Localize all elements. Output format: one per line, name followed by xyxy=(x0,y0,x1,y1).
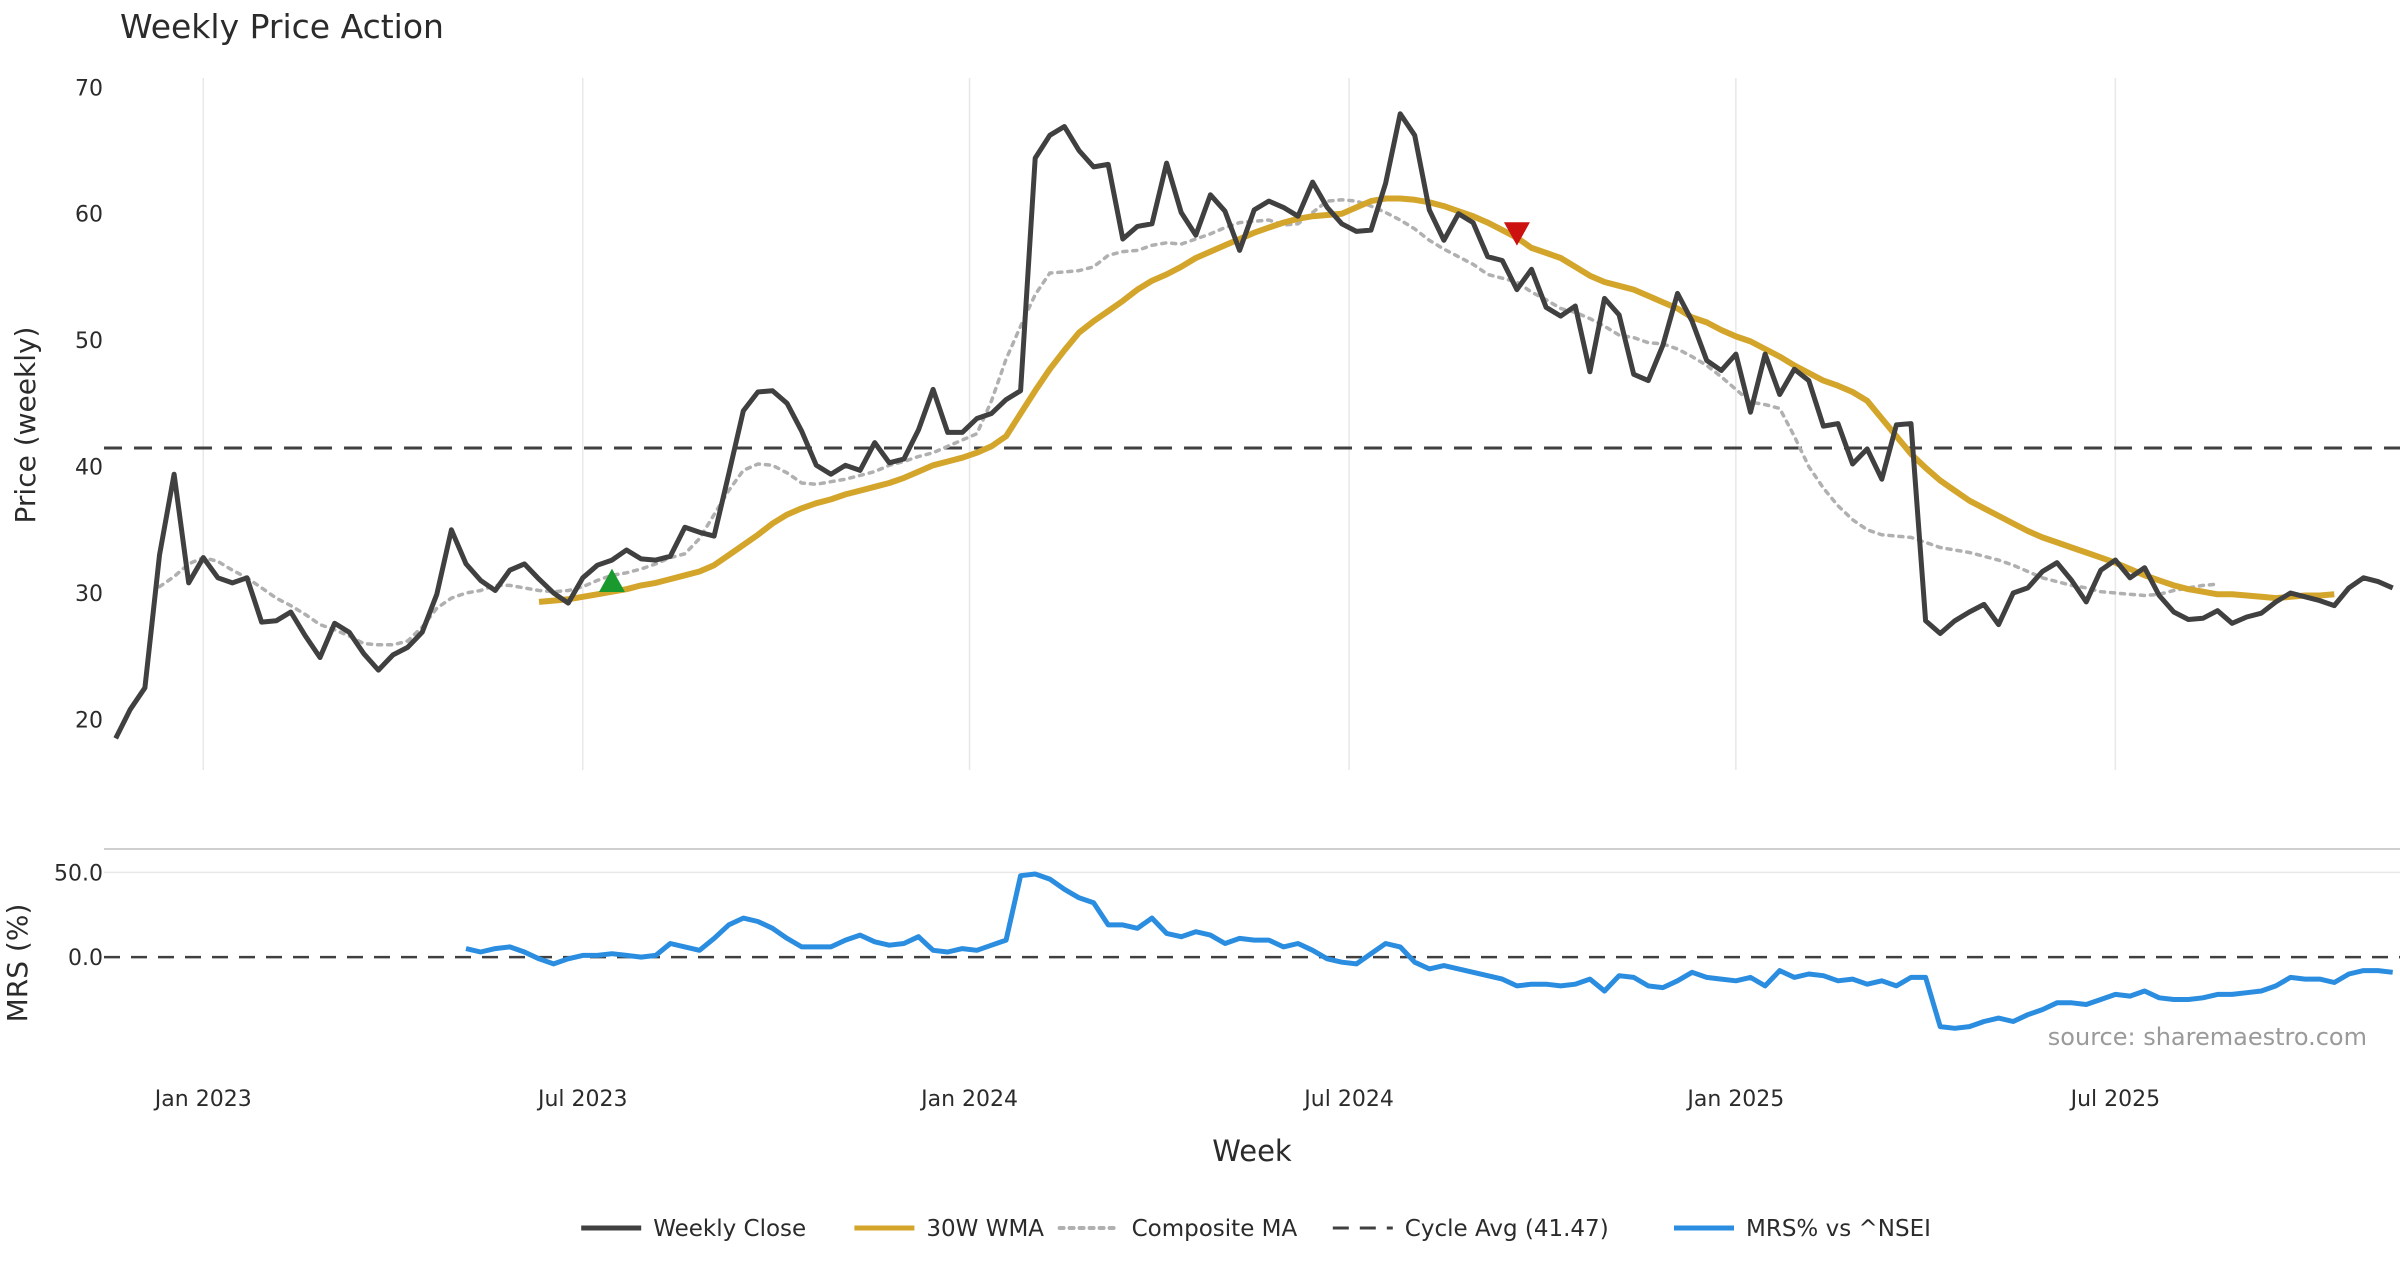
x-tick-label: Jan 2024 xyxy=(919,1087,1018,1112)
price-y-axis-label: Price (weekly) xyxy=(9,327,42,524)
legend-item-composite-ma: Composite MA xyxy=(1057,1216,1298,1242)
x-tick-label: Jul 2024 xyxy=(1302,1087,1394,1112)
y-tick-label: 60 xyxy=(75,203,103,228)
buy-signal-marker xyxy=(598,568,625,593)
sell-signal-marker xyxy=(1503,222,1530,246)
mrs-y-tick-label: 50.0 xyxy=(54,861,103,886)
mrs-y-tick-label: 0.0 xyxy=(68,946,103,971)
mrs-panel-series xyxy=(104,871,2400,1031)
mrs-y-ticks: 50.0 0.0 xyxy=(54,861,2400,971)
legend-label: MRS% vs ^NSEI xyxy=(1746,1216,1931,1242)
chart-title: Weekly Price Action xyxy=(120,7,444,46)
mrs-line xyxy=(465,871,2393,1031)
legend-item-mrs-vs-nsei: MRS% vs ^NSEI xyxy=(1674,1216,1931,1242)
legend-item-weekly-close: Weekly Close xyxy=(581,1216,806,1242)
price-y-ticks: 70 60 50 40 30 20 xyxy=(75,76,103,733)
legend-label: Weekly Close xyxy=(653,1216,806,1242)
price-panel-series xyxy=(104,111,2400,740)
x-ticks: Jan 2023 Jul 2023 Jan 2024 Jul 2024 Jan 2025… xyxy=(153,1087,2160,1112)
legend-label: Composite MA xyxy=(1132,1216,1298,1242)
x-tick-label: Jul 2023 xyxy=(536,1087,628,1112)
source-annotation: source: sharemaestro.com xyxy=(2048,1023,2367,1051)
y-tick-label: 40 xyxy=(75,456,103,481)
legend: Weekly Close 30W WMA Composite MA Cycle Avg… xyxy=(581,1216,1931,1242)
mrs-y-axis-label: MRS (%) xyxy=(1,904,34,1023)
y-tick-label: 30 xyxy=(75,582,103,607)
x-axis-label: Week xyxy=(1212,1134,1292,1168)
y-tick-label: 70 xyxy=(75,76,103,101)
signal-markers xyxy=(598,222,1530,593)
x-tick-label: Jan 2025 xyxy=(1685,1087,1784,1112)
y-tick-label: 50 xyxy=(75,329,103,354)
x-tick-label: Jul 2025 xyxy=(2069,1087,2161,1112)
wma-30w-line xyxy=(538,195,2335,605)
legend-item-cycle-avg-41-47: Cycle Avg (41.47) xyxy=(1332,1216,1609,1242)
legend-label: Cycle Avg (41.47) xyxy=(1405,1216,1609,1242)
legend-label: 30W WMA xyxy=(926,1216,1044,1242)
y-tick-label: 20 xyxy=(75,708,103,733)
legend-item-30w-wma: 30W WMA xyxy=(854,1216,1044,1242)
composite-ma-line xyxy=(157,198,2220,647)
x-tick-label: Jan 2023 xyxy=(153,1087,252,1112)
weekly-close-line xyxy=(113,111,2394,740)
